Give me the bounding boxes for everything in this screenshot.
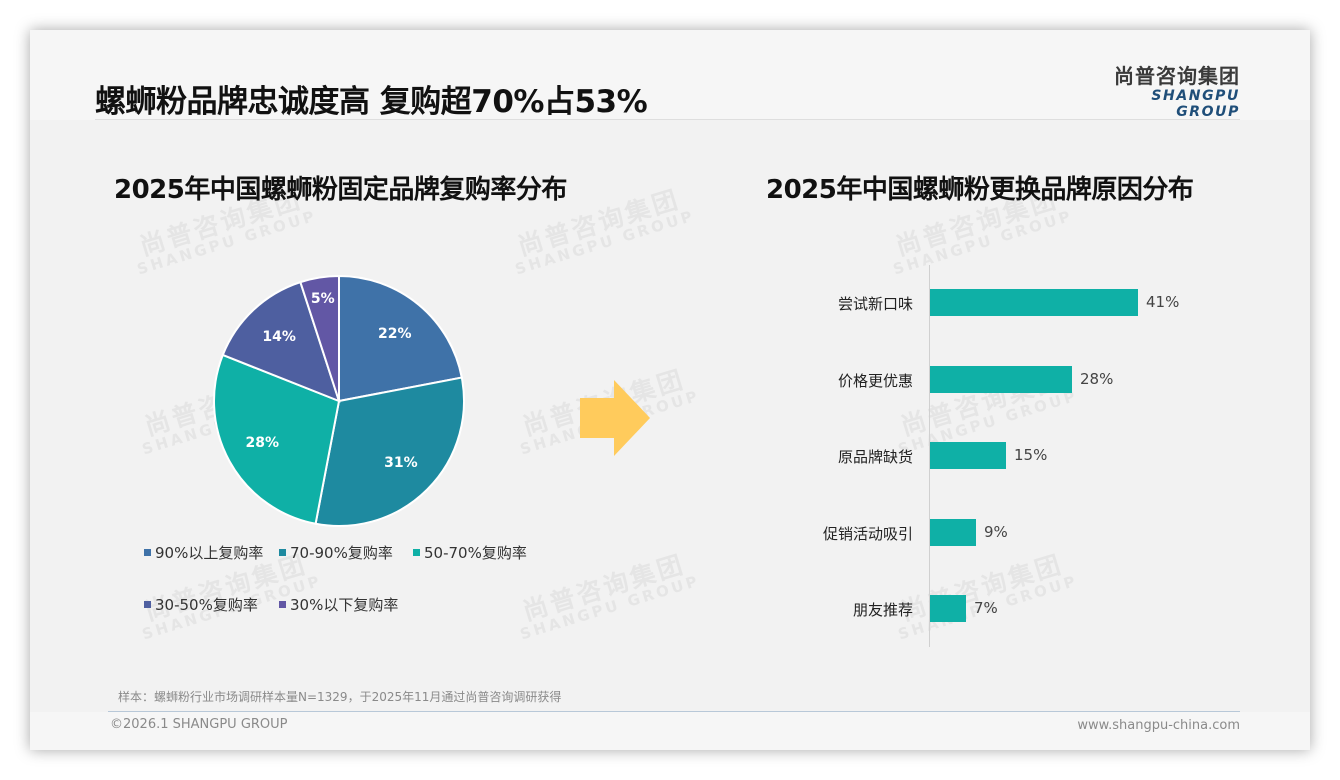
header-band — [30, 30, 1310, 120]
slide: 螺蛳粉品牌忠诚度高 复购超70%占53% 尚普咨询集团 SHANGPU GROU… — [30, 30, 1310, 750]
pie-slice — [338, 274, 463, 403]
bar-category-label: 尝试新口味 — [837, 295, 913, 313]
pie-chart-title: 2025年中国螺蛳粉固定品牌复购率分布 — [114, 175, 567, 205]
legend-label: 70-90%复购率 — [290, 544, 393, 562]
pie-slice — [213, 353, 341, 525]
bar-row: 尝试新口味 41% — [30, 289, 1310, 316]
bar — [930, 519, 976, 546]
bar-category-label: 价格更优惠 — [837, 372, 913, 390]
bar — [930, 595, 966, 622]
bar-value-label: 9% — [984, 523, 1008, 541]
pie-slice — [314, 376, 465, 527]
pie-slice-label: 22% — [378, 325, 412, 342]
header-divider — [95, 119, 1240, 120]
bar-chart-title: 2025年中国螺蛳粉更换品牌原因分布 — [766, 175, 1194, 205]
bar-row: 朋友推荐 7% — [30, 595, 1310, 622]
legend-swatch — [413, 549, 420, 556]
pie-slice-label: 5% — [310, 290, 335, 307]
pie-slice-label: 31% — [384, 454, 418, 471]
bar-row: 促销活动吸引 9% — [30, 519, 1310, 546]
legend-swatch — [144, 549, 151, 556]
legend-item: 30%以下复购率 — [279, 594, 398, 615]
bar-value-label: 28% — [1080, 370, 1114, 388]
brand-logo: 尚普咨询集团 SHANGPU GROUP — [1088, 64, 1240, 120]
legend-item: 90%以上复购率 — [144, 542, 263, 563]
pie-slice — [299, 274, 340, 402]
footer-band — [30, 712, 1310, 750]
legend-swatch — [279, 601, 286, 608]
bar-category-label: 促销活动吸引 — [822, 525, 913, 543]
legend-label: 90%以上复购率 — [155, 544, 264, 562]
bar-row: 价格更优惠 28% — [30, 366, 1310, 393]
legend-label: 30-50%复购率 — [155, 596, 258, 614]
bar — [930, 442, 1006, 469]
pie-slice-label: 14% — [262, 329, 296, 346]
pie-slice-label: 28% — [245, 435, 280, 452]
legend-label: 30%以下复购率 — [290, 596, 399, 614]
pie-chart — [213, 274, 465, 527]
legend-swatch — [279, 549, 286, 556]
legend-label: 50-70%复购率 — [424, 544, 527, 562]
bar-value-label: 15% — [1014, 446, 1048, 464]
legend-item: 50-70%复购率 — [413, 542, 527, 563]
footer-copyright: ©2026.1 SHANGPU GROUP — [110, 717, 288, 732]
arrow-right-icon — [580, 380, 650, 456]
bar — [930, 289, 1138, 316]
logo-cn-text: 尚普咨询集团 — [1114, 64, 1240, 88]
sample-footnote: 样本：螺蛳粉行业市场调研样本量N=1329，于2025年11月通过尚普咨询调研获… — [118, 690, 562, 704]
bar-category-label: 朋友推荐 — [852, 601, 913, 619]
page-title: 螺蛳粉品牌忠诚度高 复购超70%占53% — [95, 84, 648, 120]
logo-en-text: SHANGPU GROUP — [1151, 88, 1240, 120]
bar-chart-axis — [929, 265, 930, 647]
bar — [930, 366, 1072, 393]
legend-item: 30-50%复购率 — [144, 594, 258, 615]
bar-value-label: 41% — [1146, 293, 1180, 311]
footer-website: www.shangpu-china.com — [1077, 718, 1240, 733]
bar-category-label: 原品牌缺货 — [837, 448, 913, 466]
legend-swatch — [144, 601, 151, 608]
bar-row: 原品牌缺货 15% — [30, 442, 1310, 469]
legend-item: 70-90%复购率 — [279, 542, 393, 563]
bar-value-label: 7% — [974, 599, 998, 617]
footer-divider — [108, 711, 1240, 712]
